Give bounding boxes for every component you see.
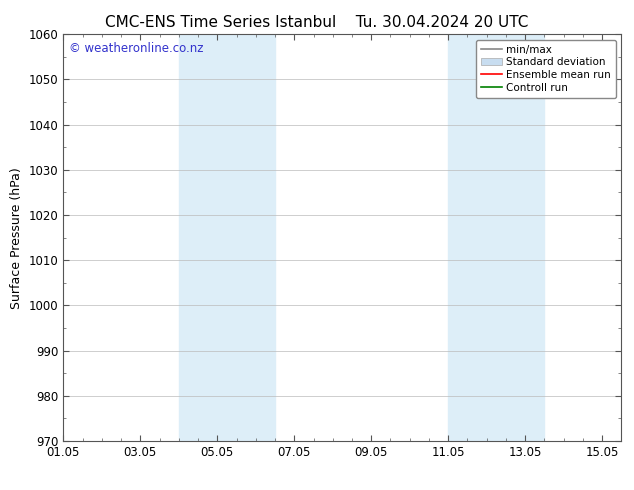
Bar: [179, 34, 275, 441]
Bar: [448, 34, 545, 441]
Text: CMC-ENS Time Series Istanbul    Tu. 30.04.2024 20 UTC: CMC-ENS Time Series Istanbul Tu. 30.04.2…: [105, 15, 529, 30]
Legend: min/max, Standard deviation, Ensemble mean run, Controll run: min/max, Standard deviation, Ensemble me…: [476, 40, 616, 98]
Y-axis label: Surface Pressure (hPa): Surface Pressure (hPa): [10, 167, 23, 309]
Text: © weatheronline.co.nz: © weatheronline.co.nz: [69, 43, 204, 55]
